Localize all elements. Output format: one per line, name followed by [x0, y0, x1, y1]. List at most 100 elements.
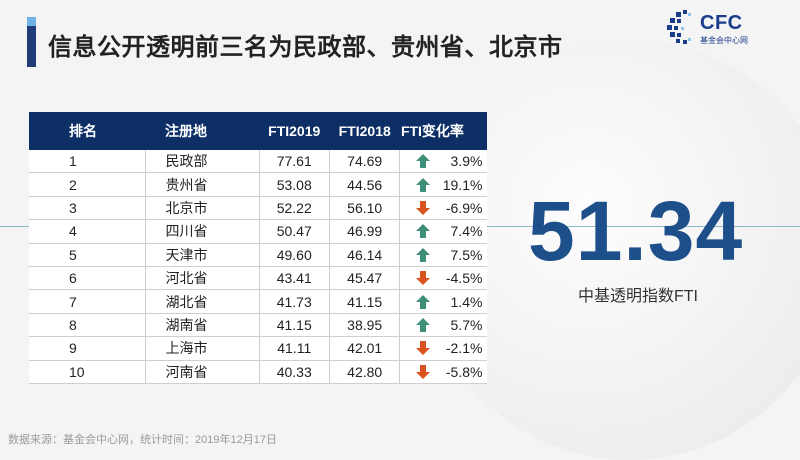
change-wrapper: -2.1% [400, 340, 487, 356]
header-rank: 排名 [29, 112, 146, 150]
arrow-up-icon [416, 224, 431, 239]
cell-change: 7.5% [399, 243, 487, 267]
table-header-row: 排名 注册地 FTI2019 FTI2018 FTI变化率 [29, 112, 487, 150]
data-source-note: 数据来源：基金会中心网，统计时间：2019年12月17日 [8, 434, 277, 446]
change-value: 5.7% [450, 316, 483, 333]
arrow-down-icon [416, 341, 431, 356]
slide-title: 信息公开透明前三名为民政部、贵州省、北京市 [48, 34, 563, 61]
arrow-up-icon [416, 154, 431, 169]
change-wrapper: 19.1% [400, 177, 487, 193]
change-value: -6.9% [445, 199, 483, 216]
header-name: 注册地 [145, 112, 259, 150]
cell-rank: 1 [29, 150, 146, 174]
logo-subtitle: 基金会中心网 [700, 36, 748, 45]
table-row: 8 湖南省 41.15 38.95 5.7% [29, 313, 487, 338]
header-change: FTI变化率 [399, 112, 487, 150]
arrow-down-icon [416, 364, 431, 379]
change-value: 7.4% [450, 223, 483, 240]
cell-fti2018: 42.01 [329, 336, 401, 361]
change-wrapper: 7.4% [400, 223, 487, 239]
cell-fti2019: 52.22 [259, 196, 330, 221]
arrow-up-icon [416, 177, 431, 192]
ranking-table: 排名 注册地 FTI2019 FTI2018 FTI变化率 1 民政部 77.61 7… [29, 112, 487, 384]
cell-name: 河北省 [145, 266, 260, 291]
table-row: 9 上海市 41.11 42.01 -2.1% [29, 336, 487, 361]
cell-name: 四川省 [145, 219, 260, 244]
cell-change: 7.4% [399, 219, 487, 244]
cell-change: -4.5% [399, 266, 487, 291]
cell-fti2019: 41.11 [259, 336, 330, 361]
highlight-label: 中基透明指数FTI [578, 288, 698, 305]
title-accent-corner [27, 17, 36, 26]
change-value: -2.1% [445, 340, 483, 357]
arrow-up-icon [416, 317, 431, 332]
change-wrapper: 7.5% [400, 247, 487, 263]
table-row: 1 民政部 77.61 74.69 3.9% [29, 150, 487, 174]
cell-fti2018: 41.15 [329, 289, 401, 314]
cell-name: 贵州省 [145, 172, 260, 197]
cell-name: 北京市 [145, 196, 260, 221]
cell-change: -6.9% [399, 196, 487, 221]
arrow-up-icon [416, 294, 431, 309]
table-row: 2 贵州省 53.08 44.56 19.1% [29, 172, 487, 197]
cell-rank: 10 [29, 360, 146, 384]
cell-name: 上海市 [145, 336, 260, 361]
change-wrapper: -6.9% [400, 200, 487, 216]
cell-rank: 3 [29, 196, 146, 221]
cell-rank: 5 [29, 243, 146, 267]
cell-fti2019: 49.60 [259, 243, 330, 267]
cell-name: 湖南省 [145, 313, 260, 338]
cell-fti2018: 74.69 [329, 150, 401, 174]
cell-fti2019: 77.61 [259, 150, 330, 174]
cell-name: 天津市 [145, 243, 260, 267]
arrow-down-icon [416, 200, 431, 215]
cell-fti2018: 44.56 [329, 172, 401, 197]
cfc-logo: CFC 基金会中心网 [666, 6, 776, 48]
table-row: 5 天津市 49.60 46.14 7.5% [29, 243, 487, 267]
cell-fti2019: 41.73 [259, 289, 330, 314]
highlight-value: 51.34 [528, 184, 744, 278]
change-wrapper: 1.4% [400, 294, 487, 310]
change-wrapper: -5.8% [400, 364, 487, 380]
cell-name: 河南省 [145, 360, 260, 384]
table-row: 3 北京市 52.22 56.10 -6.9% [29, 196, 487, 221]
change-value: 7.5% [450, 246, 483, 263]
cell-fti2018: 46.14 [329, 243, 401, 267]
change-value: -4.5% [445, 270, 483, 287]
change-value: -5.8% [445, 363, 483, 380]
logo-wordmark: CFC [700, 12, 743, 34]
cell-fti2019: 41.15 [259, 313, 330, 338]
change-value: 19.1% [442, 176, 483, 193]
cell-fti2018: 56.10 [329, 196, 401, 221]
cell-fti2019: 50.47 [259, 219, 330, 244]
cell-fti2019: 43.41 [259, 266, 330, 291]
cell-change: -5.8% [399, 360, 487, 384]
header-fti2018: FTI2018 [329, 112, 400, 150]
cell-fti2018: 42.80 [329, 360, 401, 384]
change-wrapper: -4.5% [400, 270, 487, 286]
table-row: 10 河南省 40.33 42.80 -5.8% [29, 360, 487, 384]
logo-dots-icon [667, 10, 691, 44]
cell-change: 1.4% [399, 289, 487, 314]
cell-name: 湖北省 [145, 289, 260, 314]
cell-rank: 9 [29, 336, 146, 361]
table-row: 4 四川省 50.47 46.99 7.4% [29, 219, 487, 244]
change-wrapper: 3.9% [400, 153, 487, 169]
cell-change: 5.7% [399, 313, 487, 338]
change-value: 1.4% [450, 293, 483, 310]
cell-change: -2.1% [399, 336, 487, 361]
cell-fti2018: 46.99 [329, 219, 401, 244]
arrow-up-icon [416, 247, 431, 262]
cell-rank: 4 [29, 219, 146, 244]
cell-fti2019: 40.33 [259, 360, 330, 384]
cell-change: 19.1% [399, 172, 487, 197]
cell-rank: 2 [29, 172, 146, 197]
cell-fti2019: 53.08 [259, 172, 330, 197]
table-row: 7 湖北省 41.73 41.15 1.4% [29, 289, 487, 314]
header-fti2019: FTI2019 [259, 112, 330, 150]
cell-change: 3.9% [399, 150, 487, 174]
cell-rank: 6 [29, 266, 146, 291]
change-value: 3.9% [450, 153, 483, 170]
cell-rank: 7 [29, 289, 146, 314]
cell-rank: 8 [29, 313, 146, 338]
